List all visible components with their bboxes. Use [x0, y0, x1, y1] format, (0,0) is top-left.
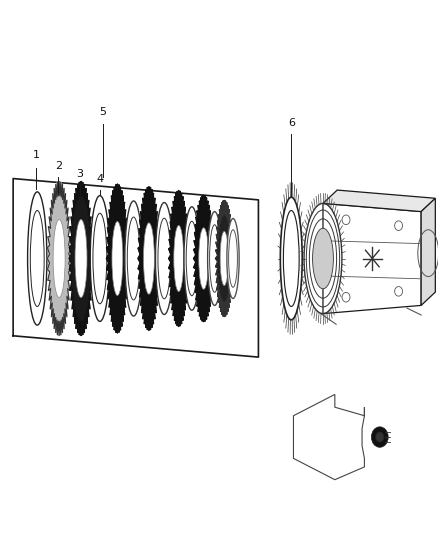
- Ellipse shape: [28, 192, 47, 325]
- Ellipse shape: [283, 211, 299, 306]
- Ellipse shape: [208, 212, 222, 305]
- Circle shape: [376, 432, 384, 442]
- Text: 2: 2: [55, 160, 62, 171]
- Polygon shape: [69, 181, 93, 336]
- Ellipse shape: [220, 231, 228, 286]
- Text: 5: 5: [99, 107, 106, 117]
- Ellipse shape: [280, 197, 302, 320]
- Ellipse shape: [313, 228, 333, 289]
- Ellipse shape: [90, 196, 110, 321]
- Ellipse shape: [112, 222, 123, 295]
- Polygon shape: [47, 181, 71, 336]
- Ellipse shape: [144, 223, 154, 294]
- Ellipse shape: [229, 230, 237, 287]
- Ellipse shape: [158, 218, 170, 299]
- Ellipse shape: [209, 225, 220, 292]
- Ellipse shape: [127, 217, 140, 300]
- Circle shape: [371, 427, 388, 447]
- Polygon shape: [194, 195, 214, 322]
- Ellipse shape: [53, 220, 65, 297]
- Ellipse shape: [227, 219, 239, 298]
- Ellipse shape: [184, 207, 200, 310]
- Ellipse shape: [75, 220, 87, 297]
- Text: 4: 4: [96, 174, 103, 184]
- Polygon shape: [169, 190, 189, 327]
- Polygon shape: [421, 198, 435, 305]
- Polygon shape: [215, 200, 233, 317]
- Polygon shape: [323, 190, 435, 212]
- Polygon shape: [106, 184, 128, 333]
- Ellipse shape: [155, 203, 173, 314]
- Text: 3: 3: [77, 168, 84, 179]
- Ellipse shape: [174, 225, 184, 292]
- Polygon shape: [138, 187, 160, 330]
- Ellipse shape: [199, 228, 208, 289]
- Text: 1: 1: [32, 150, 39, 160]
- Text: 6: 6: [288, 118, 295, 128]
- Ellipse shape: [186, 221, 198, 296]
- Ellipse shape: [93, 213, 107, 304]
- Ellipse shape: [30, 211, 44, 306]
- Ellipse shape: [125, 201, 142, 316]
